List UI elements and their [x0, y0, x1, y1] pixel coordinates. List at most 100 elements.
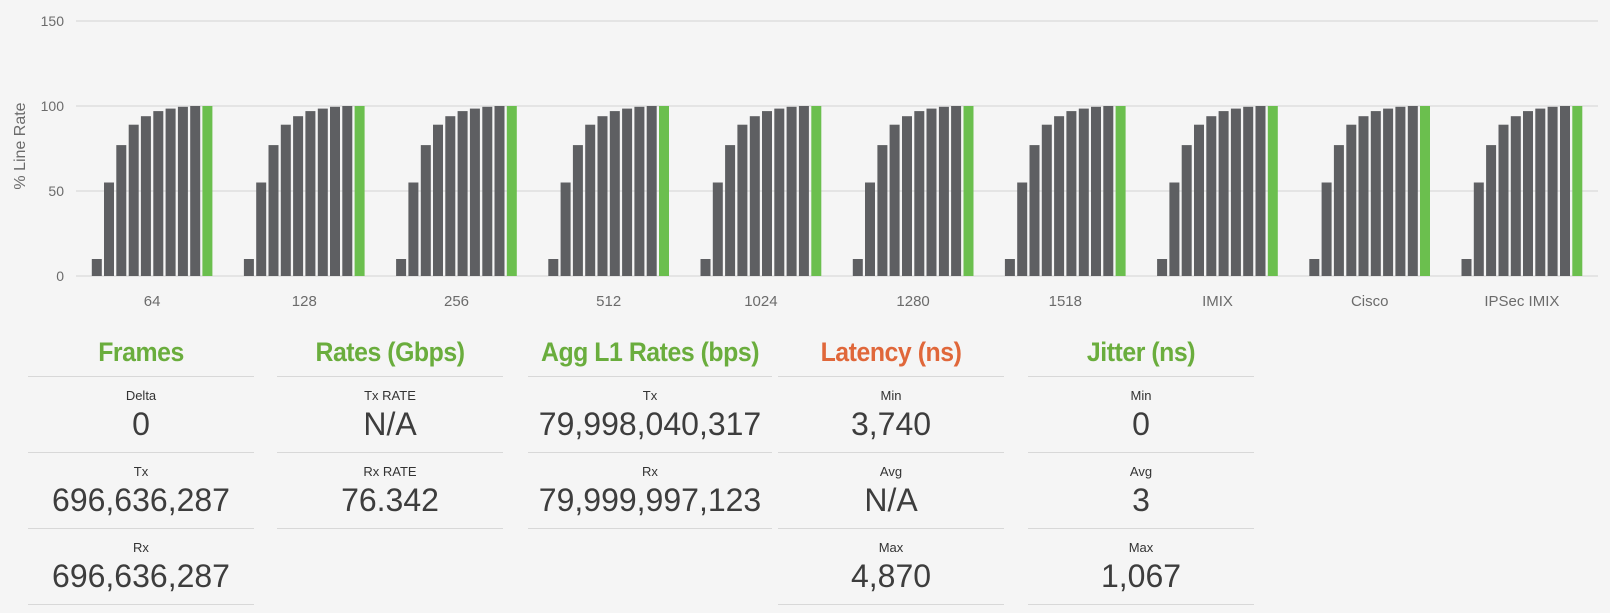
bar-line-rate [1510, 116, 1521, 276]
bar-line-rate [1321, 182, 1332, 276]
stat-label: Min [1130, 388, 1152, 403]
bar-line-rate [1218, 111, 1229, 276]
stat-value: 0 [132, 406, 150, 442]
stat-label: Max [878, 540, 904, 555]
rates-title: Rates (Gbps) [315, 337, 465, 367]
bar-line-rate [128, 124, 139, 276]
rates-rx-stat: Rx RATE 76.342 [277, 452, 503, 529]
bar-line-rate [852, 259, 863, 276]
bar-line-rate [1181, 145, 1192, 276]
agg-l1-rates-title: Agg L1 Rates (bps) [540, 337, 760, 367]
bar-line-rate [342, 106, 353, 276]
bar-line-rate [926, 108, 937, 276]
bar-line-rate [153, 111, 164, 276]
jitter-avg-stat: Avg 3 [1028, 452, 1254, 528]
y-axis-label: % Line Rate [12, 102, 29, 189]
bar-line-rate-final [1420, 106, 1430, 276]
bar-line-rate [1309, 259, 1320, 276]
chart-grid [76, 20, 1598, 277]
stat-label: Rx RATE [363, 464, 417, 479]
bar-line-rate-final [506, 106, 517, 276]
bar-line-rate [305, 111, 316, 276]
bar-line-rate [712, 182, 723, 276]
bar-line-rate [762, 111, 772, 276]
x-axis-ticks: 64 128 256 512 1024 1280 1518 IMIX Cisco IPSec IM… [144, 293, 1560, 310]
bar-line-rate [889, 124, 900, 276]
bar-line-rate [1157, 259, 1168, 276]
y-tick-label: 0 [56, 268, 64, 284]
latency-panel: Latency (ns) Min 3,740 Avg N/A Max 4,870 [778, 332, 1004, 605]
bar-line-rate-final [202, 106, 213, 276]
x-tick-label: 1024 [744, 293, 777, 310]
x-tick-label: IMIX [1202, 293, 1233, 310]
stat-label: Tx [642, 388, 658, 403]
y-tick-label: 100 [41, 98, 65, 114]
x-tick-label: 1518 [1049, 293, 1082, 310]
frames-title: Frames [98, 337, 184, 367]
bar-line-rate-final [963, 106, 974, 276]
stat-value: 3,740 [850, 406, 932, 442]
latency-title: Latency (ns) [820, 337, 962, 367]
bar-line-rate [914, 111, 925, 276]
bar-line-rate [786, 106, 797, 276]
agg-tx-stat: Tx 79,998,040,317 [528, 376, 772, 452]
stat-label: Min [880, 388, 902, 403]
stat-label: Avg [1129, 464, 1153, 479]
bar-line-rate [622, 108, 633, 276]
bar-line-rate [396, 259, 407, 276]
stat-label: Delta [125, 388, 157, 403]
bar-line-rate [268, 145, 279, 276]
x-tick-label: 64 [144, 293, 161, 310]
bar-line-rate [634, 106, 645, 276]
bar-line-rate [1029, 145, 1040, 276]
bar-line-rate [469, 108, 480, 276]
bar-line-rate [1370, 111, 1381, 276]
stat-value: 4,870 [850, 558, 932, 594]
stat-value: 0 [1132, 406, 1150, 442]
x-tick-label: 512 [596, 293, 621, 310]
bar-line-rate [1017, 182, 1028, 276]
stat-value: N/A [864, 482, 918, 518]
bar-line-rate [1333, 145, 1344, 276]
x-tick-label: 256 [444, 293, 469, 310]
bar-line-rate [865, 182, 875, 276]
bar-line-rate [1230, 108, 1241, 276]
bar-line-rate [317, 108, 328, 276]
bar-line-rate [1066, 111, 1077, 276]
bar-line-rate [737, 124, 748, 276]
bar-line-rate [190, 106, 201, 276]
bar-line-rate [91, 259, 102, 276]
bar-line-rate [725, 145, 736, 276]
y-tick-label: 150 [41, 13, 65, 29]
bar-line-rate [1103, 106, 1114, 276]
jitter-panel: Jitter (ns) Min 0 Avg 3 Max 1,067 [1028, 332, 1254, 605]
bar-line-rate [280, 124, 291, 276]
bar-line-rate [243, 259, 254, 276]
bar-line-rate [1078, 108, 1089, 276]
stat-label: Tx [133, 464, 149, 479]
bar-line-rate [1358, 116, 1369, 276]
bar-line-rate [1346, 124, 1357, 276]
line-rate-chart: 0 50 100 150 % Line Rate 64 128 256 512 1024 128… [12, 13, 1598, 310]
stat-value: 79,998,040,317 [538, 406, 762, 442]
frames-rx-stat: Rx 696,636,287 [28, 528, 254, 605]
bar-line-rate [1255, 106, 1266, 276]
bar-line-rate [1395, 106, 1406, 276]
stat-label: Rx [133, 540, 149, 555]
bar-line-rate [1547, 106, 1558, 276]
frames-tx-stat: Tx 696,636,287 [28, 452, 254, 528]
bar-line-rate [951, 106, 962, 276]
x-tick-label: 128 [292, 293, 317, 310]
stat-label: Tx RATE [364, 388, 416, 403]
bar-line-rate [1004, 259, 1015, 276]
bar-line-rate [1535, 108, 1546, 276]
bar-line-rate [1169, 182, 1180, 276]
latency-max-stat: Max 4,870 [778, 528, 1004, 605]
bar-line-rate [774, 108, 785, 276]
latency-min-stat: Min 3,740 [778, 376, 1004, 452]
bar-line-rate [646, 106, 657, 276]
bar-line-rate-final [811, 106, 822, 276]
bar-line-rate [609, 111, 620, 276]
bar-line-rate [165, 108, 176, 276]
bar-line-rate [1498, 124, 1509, 276]
